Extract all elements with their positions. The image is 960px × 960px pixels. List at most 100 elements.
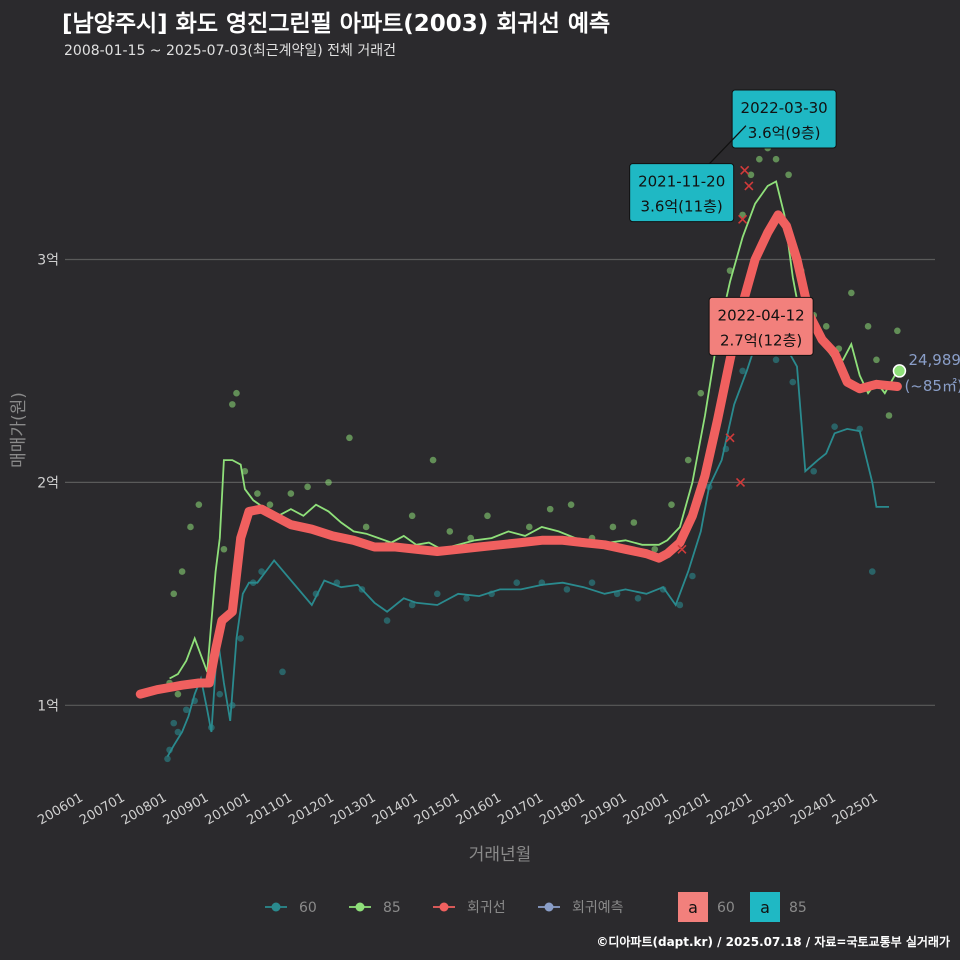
legend-key-glyph: a [688, 898, 698, 917]
scatter-point-85 [668, 501, 675, 508]
scatter-point-60 [739, 367, 746, 375]
x-tick-label: 202301 [746, 790, 796, 828]
scatter-point-85 [873, 356, 880, 364]
scatter-point-85 [822, 323, 830, 330]
scatter-point-85 [885, 412, 893, 419]
series-line-85 [169, 180, 899, 680]
scatter-point-85 [325, 479, 332, 486]
scatter-point-85 [726, 267, 734, 274]
annotation-date: 2022-03-30 [741, 99, 828, 117]
outlier-mark [677, 544, 687, 554]
scatter-point-85 [864, 323, 872, 330]
x-tick-label: 200901 [161, 790, 211, 828]
y-tick-label: 3억 [37, 252, 59, 268]
annotation-date: 2022-04-12 [718, 306, 805, 324]
scatter-point-85 [546, 505, 554, 513]
annotation-box [708, 296, 814, 356]
outlier-mark [738, 214, 748, 224]
x-tick-label: 202001 [621, 790, 671, 828]
scatter-point-85 [785, 171, 792, 179]
series-line-60 [166, 331, 889, 758]
scatter-point-85 [525, 523, 533, 531]
scatter-point-85 [772, 155, 780, 163]
x-tick-label: 201901 [579, 790, 629, 828]
chart-title: [남양주시] 화도 영진그린필 아파트(2003) 회귀선 예측 [62, 11, 611, 37]
outlier-mark [744, 181, 754, 191]
scatter-point-85 [697, 389, 705, 397]
x-tick-label: 201501 [412, 790, 462, 828]
scatter-point-85 [567, 501, 575, 508]
x-tick-label: 202101 [663, 790, 713, 828]
scatter-point-85 [220, 545, 228, 553]
scatter-point-85 [756, 155, 763, 163]
x-tick-label: 201201 [286, 790, 336, 828]
scatter-point-85 [467, 534, 475, 542]
scatter-point-60 [513, 579, 521, 586]
legend-label: 회귀선 [467, 900, 506, 916]
forecast-area-label: (~85㎡) [904, 377, 960, 395]
legend-key-box [678, 892, 708, 922]
outlier-mark [735, 477, 746, 487]
scatter-point-85 [195, 501, 203, 508]
scatter-point-85 [187, 523, 194, 531]
scatter-point-60 [174, 728, 182, 736]
scatter-point-60 [563, 586, 571, 593]
scatter-point-60 [634, 594, 642, 602]
scatter-point-85 [894, 327, 901, 335]
scatter-point-85 [739, 211, 746, 219]
x-tick-label: 201601 [454, 790, 504, 828]
scatter-point-60 [868, 568, 876, 575]
scatter-point-60 [588, 579, 596, 586]
legend-label: 회귀예측 [572, 900, 624, 916]
scatter-point-60 [216, 690, 224, 698]
chart-subtitle: 2008-01-15 ~ 2025-07-03(최근계약일) 전체 거래건 [64, 43, 396, 59]
scatter-point-85 [170, 590, 178, 598]
x-tick-label: 202201 [705, 790, 755, 828]
scatter-point-85 [630, 519, 638, 526]
scatter-point-60 [258, 568, 265, 575]
x-tick-label: 201301 [328, 790, 378, 828]
scatter-point-60 [408, 601, 416, 609]
legend-label: 60 [299, 900, 317, 916]
legend-label: 85 [789, 900, 807, 916]
x-axis-title: 거래년월 [469, 845, 532, 865]
x-tick-label: 200801 [119, 790, 169, 828]
scatter-point-85 [684, 456, 692, 464]
forecast-point [892, 364, 907, 378]
scatter-point-60 [279, 668, 286, 676]
scatter-point-85 [747, 171, 755, 179]
scatter-point-85 [848, 289, 855, 297]
scatter-point-85 [346, 434, 353, 442]
outlier-mark [725, 433, 735, 443]
annotation-box [629, 163, 735, 223]
scatter-point-60 [772, 356, 780, 364]
scatter-point-85 [446, 528, 454, 535]
scatter-point-60 [463, 594, 470, 602]
scatter-point-85 [254, 490, 261, 497]
annotation-value: 3.6억(9층) [748, 124, 821, 142]
x-tick-label: 202401 [788, 790, 838, 828]
credit-footer: ©디아파트(dapt.kr) / 2025.07.18 / 자료=국토교통부 실… [596, 935, 950, 949]
scatter-point-85 [304, 483, 311, 491]
x-tick-label: 202501 [830, 790, 880, 828]
x-tick-label: 200701 [77, 790, 127, 828]
scatter-point-85 [429, 456, 437, 464]
scatter-point-60 [433, 590, 441, 598]
legend-key-point [355, 902, 365, 912]
scatter-point-60 [182, 706, 190, 714]
scatter-point-85 [229, 401, 236, 408]
scatter-point-85 [651, 545, 659, 553]
scatter-point-85 [233, 389, 240, 397]
x-tick-label: 201001 [203, 790, 253, 828]
annotation-value: 2.7억(12층) [720, 331, 802, 349]
x-tick-label: 201101 [244, 790, 294, 828]
trend-line [135, 210, 902, 699]
scatter-point-85 [408, 512, 416, 520]
scatter-point-60 [689, 572, 696, 580]
scatter-point-85 [178, 568, 186, 575]
scatter-point-85 [484, 512, 491, 520]
legend-key-glyph: a [760, 898, 770, 917]
scatter-point-85 [609, 523, 617, 531]
x-tick-label: 201701 [495, 790, 545, 828]
